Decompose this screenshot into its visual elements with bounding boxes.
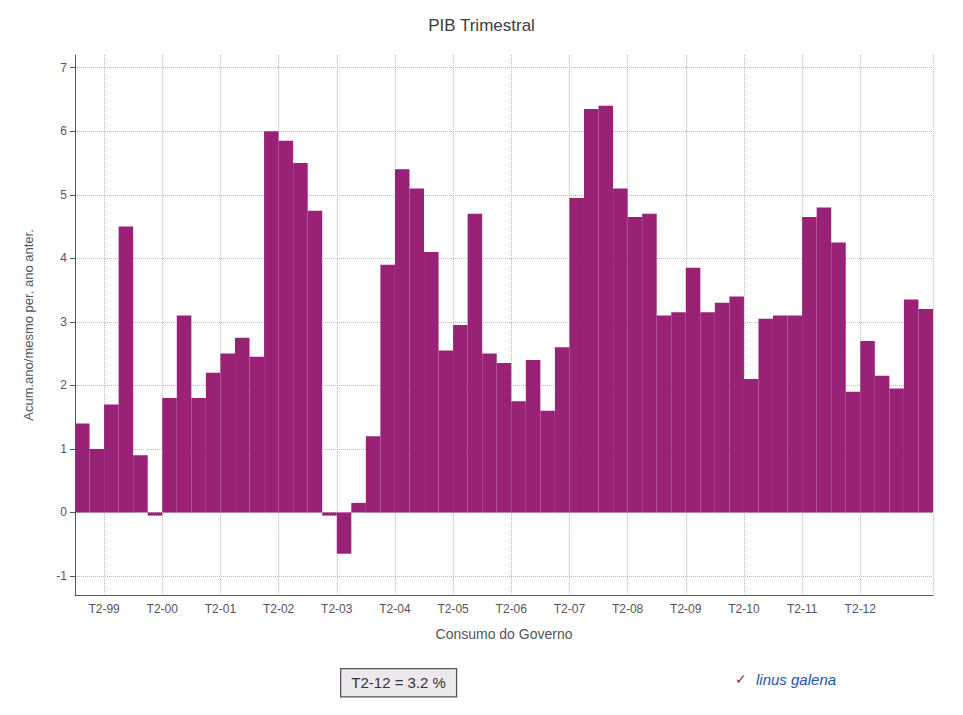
svg-text:7: 7 — [60, 61, 67, 75]
svg-text:✓: ✓ — [735, 671, 747, 687]
svg-text:3: 3 — [60, 315, 67, 329]
svg-text:T2-10: T2-10 — [728, 602, 760, 616]
svg-text:T2-12: T2-12 — [845, 602, 877, 616]
svg-text:PIB Trimestral: PIB Trimestral — [428, 16, 535, 35]
svg-text:6: 6 — [60, 124, 67, 138]
svg-text:2: 2 — [60, 378, 67, 392]
svg-text:linus galena: linus galena — [756, 671, 836, 688]
svg-text:T2-02: T2-02 — [263, 602, 295, 616]
svg-text:T2-03: T2-03 — [321, 602, 353, 616]
svg-text:T2-06: T2-06 — [496, 602, 528, 616]
svg-text:T2-00: T2-00 — [147, 602, 179, 616]
svg-text:T2-08: T2-08 — [612, 602, 644, 616]
svg-text:5: 5 — [60, 188, 67, 202]
svg-text:-1: -1 — [56, 569, 67, 583]
svg-text:T2-04: T2-04 — [379, 602, 411, 616]
svg-text:0: 0 — [60, 505, 67, 519]
svg-text:T2-11: T2-11 — [787, 602, 818, 616]
svg-text:Consumo do Governo: Consumo do Governo — [436, 626, 573, 642]
svg-text:4: 4 — [60, 251, 67, 265]
svg-text:T2-07: T2-07 — [554, 602, 586, 616]
svg-text:Acum.ano/mesmo per. ano anter.: Acum.ano/mesmo per. ano anter. — [21, 229, 36, 421]
svg-text:T2-01: T2-01 — [205, 602, 237, 616]
svg-text:T2-05: T2-05 — [437, 602, 469, 616]
svg-text:T2-09: T2-09 — [670, 602, 702, 616]
svg-text:T2-12 = 3.2 %: T2-12 = 3.2 % — [351, 674, 446, 691]
svg-text:T2-99: T2-99 — [88, 602, 120, 616]
svg-text:1: 1 — [60, 442, 67, 456]
